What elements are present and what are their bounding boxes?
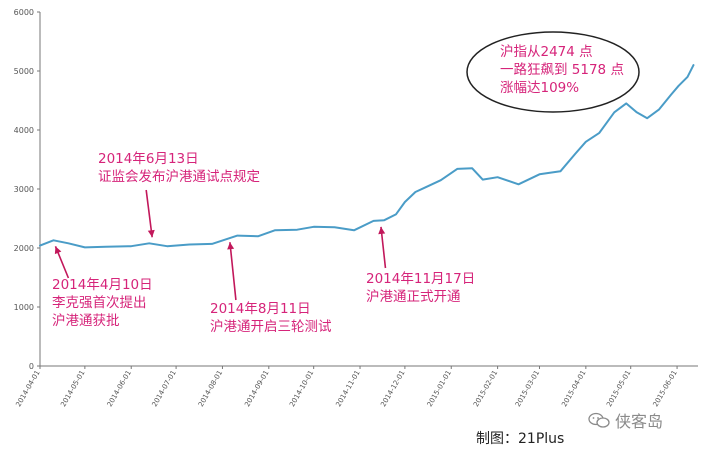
annotation-april10-line-2: 李克强首次提出 (52, 295, 147, 311)
chart-credit: 制图：21Plus (476, 431, 565, 447)
annotation-oval-line-2: 一路狂飙到 5178 点 (500, 62, 624, 78)
annotation-oval-line-1: 沪指从2474 点 (500, 44, 593, 60)
x-tick-label: 2015-02-01 (472, 369, 499, 408)
annotation-april10-date: 2014年4月10日 (52, 277, 153, 293)
annotation-april10-line-3: 沪港通获批 (52, 313, 120, 329)
y-tick-label: 5000 (14, 67, 34, 76)
x-tick-label: 2015-01-01 (426, 369, 453, 408)
y-tick-label: 2000 (14, 244, 34, 253)
arrow-aug11-head (227, 242, 235, 250)
arrow-nov17-head (378, 226, 386, 235)
y-tick-label: 6000 (14, 8, 34, 17)
arrow-june13 (145, 189, 155, 238)
x-tick-label: 2014-12-01 (379, 369, 406, 408)
arrow-nov17 (378, 226, 387, 269)
x-tick-label: 2014-08-01 (197, 369, 224, 408)
x-tick-label: 2015-03-01 (514, 369, 541, 408)
annotation-nov17-date: 2014年11月17日 (366, 271, 476, 287)
arrow-june13-head (147, 229, 155, 238)
annotation-aug11: 2014年8月11日 沪港通开启三轮测试 (210, 300, 332, 336)
x-tick-label: 2015-06-01 (652, 369, 679, 408)
x-tick-label: 2014-07-01 (151, 369, 178, 408)
arrow-aug11 (227, 242, 237, 301)
annotation-nov17-text: 沪港通正式开通 (366, 289, 461, 305)
annotation-aug11-date: 2014年8月11日 (210, 301, 311, 317)
y-tick-label: 4000 (14, 126, 34, 135)
x-tick-label: 2015-04-01 (560, 369, 587, 408)
annotation-june13-text: 证监会发布沪港通试点规定 (98, 169, 260, 185)
watermark: 侠客岛 (588, 408, 663, 432)
annotation-nov17: 2014年11月17日 沪港通正式开通 (366, 270, 475, 306)
wechat-icon (588, 412, 610, 428)
x-tick-label: 2014-05-01 (59, 369, 86, 408)
y-tick-label: 3000 (14, 185, 34, 194)
y-tick-label: 0 (29, 362, 34, 371)
arrow-layer (54, 189, 387, 301)
x-tick-label: 2015-05-01 (605, 369, 632, 408)
x-tick-label: 2014-04-01 (14, 369, 41, 408)
annotation-oval: 沪指从2474 点 一路狂飙到 5178 点 涨幅达109% (500, 43, 624, 97)
arrow-june13-shaft (145, 189, 153, 238)
series-line-shanghai-index (39, 64, 695, 249)
annotation-june13: 2014年6月13日 证监会发布沪港通试点规定 (98, 150, 260, 186)
x-tick-label: 2014-06-01 (106, 369, 133, 408)
annotation-aug11-text: 沪港通开启三轮测试 (210, 319, 332, 335)
annotation-april10: 2014年4月10日 李克强首次提出 沪港通获批 (52, 276, 153, 330)
y-tick-label: 1000 (14, 303, 34, 312)
watermark-text: 侠客岛 (615, 412, 664, 431)
annotation-june13-date: 2014年6月13日 (98, 151, 199, 167)
callout-oval (466, 31, 640, 113)
x-tick-label: 2014-10-01 (288, 369, 315, 408)
x-tick-label: 2014-09-01 (243, 369, 270, 408)
arrow-aug11-shaft (229, 242, 237, 301)
arrow-april10-head (54, 246, 62, 255)
x-tick-label: 2014-11-01 (334, 369, 361, 408)
arrow-april10 (54, 246, 70, 279)
annotation-oval-line-3: 涨幅达109% (500, 80, 580, 96)
